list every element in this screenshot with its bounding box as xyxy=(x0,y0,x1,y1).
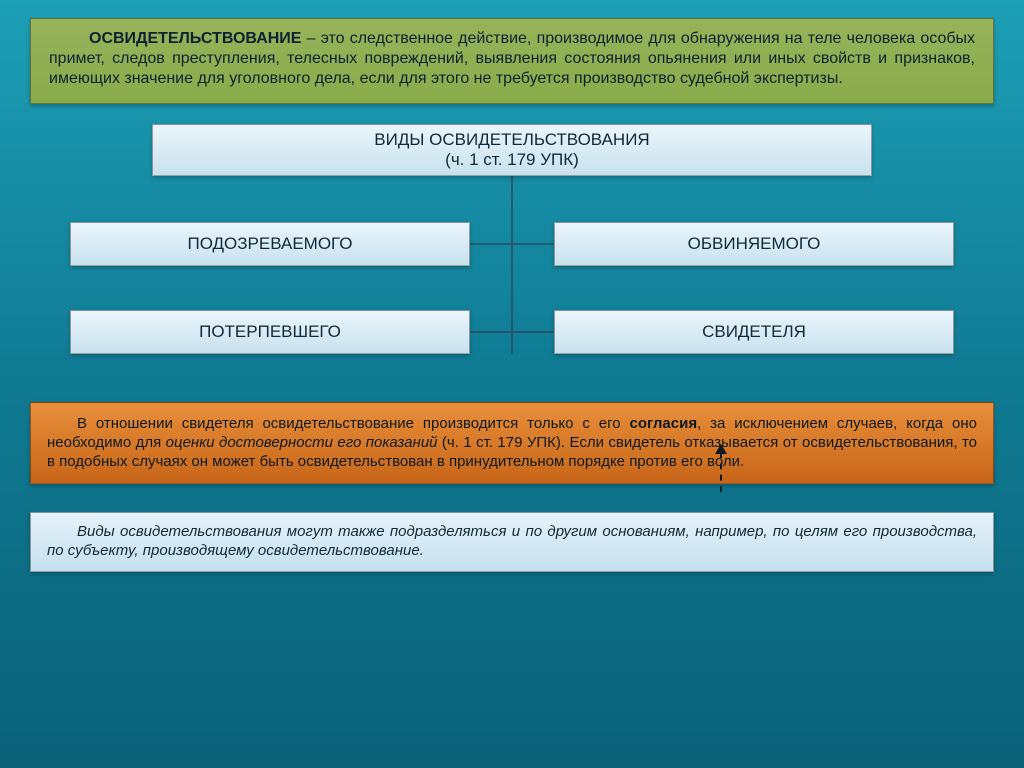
footer-note-box: Виды освидетельствования могут также под… xyxy=(30,512,994,572)
tree-area: ВИДЫ ОСВИДЕТЕЛЬСТВОВАНИЯ(ч. 1 ст. 179 УП… xyxy=(30,124,994,384)
witness-pre: В отношении свидетеля освидетельствовани… xyxy=(77,415,630,432)
witness-arrow-shaft xyxy=(720,452,722,492)
tree-child-1: ОБВИНЯЕМОГО xyxy=(554,222,954,266)
definition-term: ОСВИДЕТЕЛЬСТВОВАНИЕ xyxy=(89,30,301,47)
footer-note: Виды освидетельствования могут также под… xyxy=(47,523,977,559)
tree-child-0: ПОДОЗРЕВАЕМОГО xyxy=(70,222,470,266)
witness-b1: согласия xyxy=(630,415,698,432)
tree-child-3: СВИДЕТЕЛЯ xyxy=(554,310,954,354)
definition-box: ОСВИДЕТЕЛЬСТВОВАНИЕ – это следственное д… xyxy=(30,18,994,104)
witness-arrow-head xyxy=(715,444,727,454)
witness-i1: оценки достоверности его показаний xyxy=(166,434,438,451)
tree-root-line2: (ч. 1 ст. 179 УПК) xyxy=(445,150,579,170)
tree-root-line1: ВИДЫ ОСВИДЕТЕЛЬСТВОВАНИЯ xyxy=(374,130,649,150)
witness-note-box: В отношении свидетеля освидетельствовани… xyxy=(30,402,994,484)
tree-root: ВИДЫ ОСВИДЕТЕЛЬСТВОВАНИЯ(ч. 1 ст. 179 УП… xyxy=(152,124,872,176)
tree-child-2: ПОТЕРПЕВШЕГО xyxy=(70,310,470,354)
